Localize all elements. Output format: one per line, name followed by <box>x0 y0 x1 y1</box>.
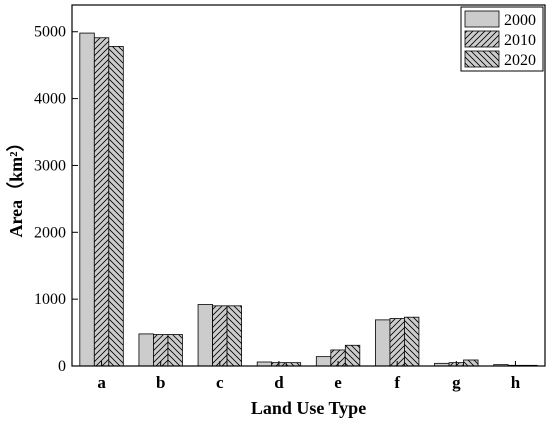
x-tick-label: b <box>156 373 165 392</box>
bar-g-2020 <box>463 359 479 367</box>
x-tick-label: h <box>511 373 521 392</box>
bar-b-2020 <box>167 334 183 367</box>
y-tick-label: 1000 <box>34 291 66 308</box>
bar-e-2020 <box>344 344 361 367</box>
legend-swatch <box>464 10 500 28</box>
bars <box>79 32 538 367</box>
bar-e-2000 <box>315 356 332 367</box>
y-tick-label: 0 <box>58 358 66 375</box>
plot-area-frame <box>71 4 546 367</box>
y-tick-label: 3000 <box>34 157 66 174</box>
x-tick-label: e <box>334 373 342 392</box>
x-tick-label: g <box>452 373 461 392</box>
x-axis-category-labels: a b c d e f g h <box>97 373 520 392</box>
x-tick-label: d <box>274 373 284 392</box>
x-axis-title: Land Use Type <box>251 398 366 418</box>
legend: 2000 2010 2020 <box>460 6 544 72</box>
bar-c-2020 <box>226 305 242 367</box>
legend-swatch <box>464 50 500 68</box>
y-tick-label: 4000 <box>34 91 66 108</box>
bar-a-2010 <box>93 37 110 367</box>
bar-c-2000 <box>197 304 213 367</box>
bar-f-2010 <box>389 318 405 367</box>
legend-label: 2000 <box>504 12 536 29</box>
x-tick-label: c <box>216 373 224 392</box>
x-tick-label: a <box>97 373 106 392</box>
bar-d-2000 <box>256 361 273 367</box>
x-tick-label: f <box>394 373 400 392</box>
bar-a-2000 <box>79 32 95 367</box>
legend-swatch <box>464 30 500 48</box>
y-tick-label: 2000 <box>34 224 66 241</box>
legend-label: 2020 <box>504 52 536 69</box>
y-tick-label: 5000 <box>34 24 66 41</box>
bar-f-2020 <box>404 316 420 367</box>
bar-c-2010 <box>212 305 228 367</box>
bar-f-2000 <box>375 319 391 367</box>
bar-a-2020 <box>108 46 124 367</box>
legend-label: 2010 <box>504 32 536 49</box>
y-axis-title: Area（km²） <box>6 133 26 237</box>
y-axis-ticks: 0 1000 2000 3000 4000 5000 <box>34 24 78 375</box>
bar-b-2000 <box>138 333 154 367</box>
